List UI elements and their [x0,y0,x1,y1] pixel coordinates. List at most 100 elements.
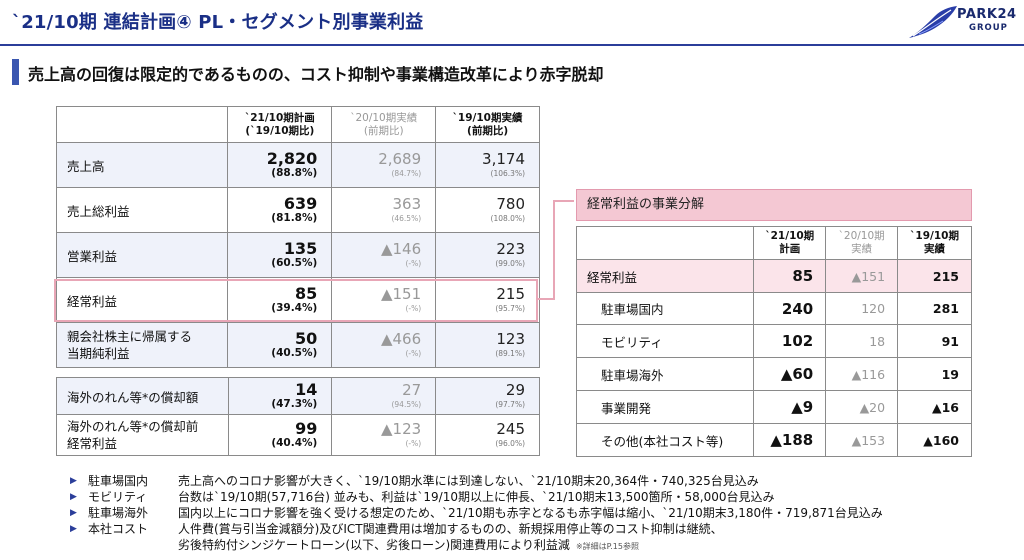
plan-pct: (81.8%) [271,212,318,224]
prev-pct: (46.5%) [391,214,422,223]
prev-pct: (-%) [405,349,422,358]
prev-value: ▲466 [380,330,422,348]
plan-value: 14 [295,380,318,399]
prev-value: 363 [392,195,422,213]
list-item: ▶ 駐車場国内 売上高へのコロナ影響が大きく、`19/10期水準には到達しない、… [70,473,1020,489]
prev-value: ▲123 [381,420,422,438]
row-label: 売上総利益 [55,187,229,233]
note-key: モビリティ [88,490,148,504]
note-text: 劣後特約付シンジケートローン(以下、劣後ローン)関連費用により利益減 ※詳細はP.… [178,538,639,552]
plan-pct: (40.4%) [271,437,318,449]
company-logo: PARK24 GROUP [905,4,1017,44]
row-label: 経常利益 [55,277,229,323]
ly-value: ▲16 [897,390,972,424]
header-empty-cell [55,106,229,143]
row-label: 親会社株主に帰属する 当期純利益 [55,322,229,368]
ly-value: 123 [496,330,525,348]
ly-pct: (108.0%) [490,214,525,223]
triangle-right-icon: ▶ [70,524,77,534]
prev-value: ▲116 [825,357,899,391]
connector-arrow [538,200,574,300]
row-label: モビリティ [575,324,755,358]
note-text: 人件費(賞与引当金減額分)及びICT関連費用は増加するものの、新規採用停止等のコ… [178,522,723,536]
table-row: 駐車場国内 240 120 281 [575,292,972,325]
table-row: モビリティ 102 18 91 [575,324,972,358]
row-label: 海外のれん等*の償却前 経常利益 [56,414,229,456]
note-key: 本社コスト [88,522,149,536]
ly-pct: (96.0%) [495,439,525,448]
list-item: 劣後特約付シンジケートローン(以下、劣後ローン)関連費用により利益減 ※詳細はP.… [70,537,1020,553]
table-row: 売上総利益 639 (81.8%) 363 (46.5%) 780 (108.0%) [55,187,540,233]
prev-pct: (-%) [405,259,422,268]
triangle-right-icon: ▶ [70,476,77,486]
prev-value: ▲151 [825,259,899,293]
plan-value: ▲60 [753,357,827,391]
plan-pct: (39.4%) [271,302,318,314]
logo-subtext: GROUP [969,23,1008,33]
plan-value: ▲9 [753,390,827,424]
list-item: ▶ モビリティ 台数は`19/10期(57,716台) 並みも、利益は`19/1… [70,489,1020,505]
plan-value: 99 [295,419,318,438]
list-item: ▶ 本社コスト 人件費(賞与引当金減額分)及びICT関連費用は増加するものの、新… [70,521,1020,537]
triangle-right-icon: ▶ [70,508,77,518]
headline: 売上高の回復は限定的であるものの、コスト抑制や事業構造改革により赤字脱却 [28,65,604,84]
row-label: 海外のれん等*の償却額 [56,377,229,415]
note-text: 台数は`19/10期(57,716台) 並みも、利益は`19/10期以上に伸長、… [178,490,775,504]
note-text: 国内以上にコロナ影響を強く受ける想定のため、`21/10期も赤字となるも赤字幅は… [178,506,883,520]
table-row: 営業利益 135 (60.5%) ▲146 (-%) 223 (99.0%) [55,232,540,278]
plan-value: 102 [753,324,827,358]
table-row: 売上高 2,820 (88.8%) 2,689 (84.7%) 3,174 (106.… [55,142,540,188]
ly-value: 215 [496,285,525,303]
plan-value: 50 [295,329,318,348]
page-title: `21/10期 連結計画④ PL・セグメント別事業利益 [12,12,424,33]
logo-text: PARK24 [957,7,1017,22]
prev-pct: (94.5%) [391,400,422,409]
plan-value: ▲188 [753,423,827,457]
table-row: その他(本社コスト等) ▲188 ▲153 ▲160 [575,423,972,457]
prev-value: 120 [825,292,899,325]
prev-pct: (84.7%) [391,169,422,178]
table-row: 事業開発 ▲9 ▲20 ▲16 [575,390,972,424]
prev-pct: (-%) [405,439,422,448]
table-row: 海外のれん等*の償却前 経常利益 99 (40.4%) ▲123 (-%) 245 (9… [56,414,540,456]
note-text: 売上高へのコロナ影響が大きく、`19/10期水準には到達しない、`21/10期末… [178,474,759,488]
ly-pct: (99.0%) [495,259,525,268]
ly-pct: (106.3%) [490,169,525,178]
plan-pct: (40.5%) [271,347,318,359]
segment-table: `21/10期 計画 `20/10期 実績 `19/10期 実績 経常利益 85 ▲1… [575,226,972,457]
ly-value: 91 [897,324,972,358]
plan-pct: (47.3%) [271,398,318,410]
ly-pct: (97.7%) [495,400,525,409]
header-prev: `20/10期実績 (前期比) [331,106,437,143]
plan-pct: (60.5%) [271,257,318,269]
notes-list: ▶ 駐車場国内 売上高へのコロナ影響が大きく、`19/10期水準には到達しない、… [70,473,1020,553]
prev-pct: (-%) [405,304,422,313]
header-ly: `19/10期 実績 [897,226,972,260]
prev-value: ▲20 [825,390,899,424]
header-ly: `19/10期実績 (前期比) [435,106,540,143]
row-label: 駐車場国内 [575,292,755,325]
ly-value: 19 [897,357,972,391]
prev-value: ▲151 [380,285,422,303]
plan-value: 85 [753,259,827,293]
plan-value: 240 [753,292,827,325]
prev-value: 18 [825,324,899,358]
title-divider [0,44,1024,46]
prev-value: ▲153 [825,423,899,457]
list-item: ▶ 駐車場海外 国内以上にコロナ影響を強く受ける想定のため、`21/10期も赤字… [70,505,1020,521]
header-plan: `21/10期 計画 [753,226,827,260]
plan-value: 2,820 [266,149,318,168]
goodwill-table: 海外のれん等*の償却額 14 (47.3%) 27 (94.5%) 29 (97.7%… [56,377,540,456]
header-plan: `21/10期計画 (`19/10期比) [227,106,333,143]
ly-value: ▲160 [897,423,972,457]
feather-icon [909,6,957,38]
table-row: 駐車場海外 ▲60 ▲116 19 [575,357,972,391]
plan-value: 639 [283,194,318,213]
ly-value: 245 [496,420,525,438]
plan-value: 85 [295,284,318,303]
ly-value: 29 [505,381,525,399]
note-reference: ※詳細はP.15参照 [575,542,639,551]
ly-value: 3,174 [482,150,525,168]
table-row: 経常利益 85 (39.4%) ▲151 (-%) 215 (95.7%) [55,277,540,323]
row-label: 営業利益 [55,232,229,278]
